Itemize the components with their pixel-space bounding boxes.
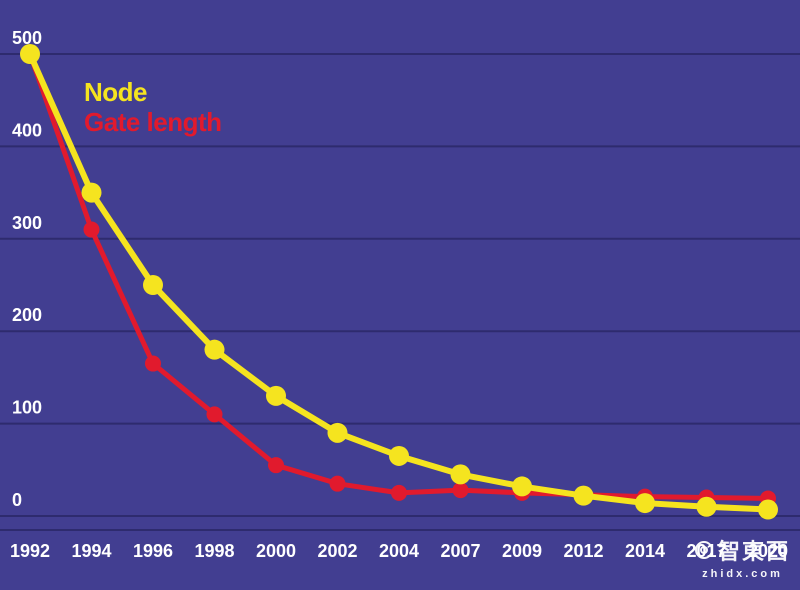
x-tick-label: 2000 — [256, 541, 296, 561]
x-tick-label: 1996 — [133, 541, 173, 561]
gate-length-point-2000 — [268, 457, 284, 474]
node-point-2012 — [573, 485, 594, 506]
legend: Node Gate length — [84, 77, 222, 138]
node-point-2000 — [266, 385, 286, 406]
node-point-2014 — [635, 493, 655, 514]
gate-length-point-1994 — [83, 221, 100, 238]
y-tick-label: 0 — [12, 490, 22, 510]
x-tick-label: 2012 — [563, 541, 603, 561]
watermark-row: 智東西 — [694, 534, 790, 566]
node-point-1992 — [20, 44, 40, 64]
x-tick-label: 2009 — [502, 541, 542, 561]
y-tick-label: 500 — [12, 28, 42, 48]
y-tick-label: 200 — [12, 305, 42, 325]
node-point-2007 — [450, 464, 471, 485]
y-tick-label: 100 — [12, 398, 42, 418]
x-tick-label: 2014 — [625, 541, 665, 561]
x-tick-label: 2007 — [440, 541, 480, 561]
node-point-2020 — [758, 499, 778, 520]
watermark-domain: zhidx.com — [702, 568, 783, 580]
gate-length-point-2004 — [391, 484, 407, 501]
gate-length-point-1996 — [145, 355, 161, 372]
x-tick-label: 1998 — [194, 541, 234, 561]
x-tick-label: 2004 — [379, 541, 419, 561]
zhidx-logo-icon — [694, 541, 713, 559]
x-tick-label: 1992 — [10, 541, 50, 561]
x-tick-label: 2002 — [317, 541, 357, 561]
gate-length-point-2002 — [329, 475, 346, 492]
legend-label-gate-length: Gate length — [84, 106, 222, 137]
y-tick-label: 300 — [12, 213, 42, 233]
node-point-1998 — [204, 339, 225, 360]
watermark: 智東西 zhidx.com — [694, 534, 790, 580]
gate-length-point-2007 — [452, 482, 469, 499]
legend-label-node: Node — [84, 77, 147, 107]
node-point-2009 — [512, 476, 532, 497]
y-tick-label: 400 — [12, 120, 42, 140]
x-tick-label: 2020 — [748, 541, 788, 561]
watermark-brand: 智東西 — [717, 539, 790, 564]
node-point-2017 — [696, 496, 717, 517]
node-point-1996 — [143, 275, 163, 295]
node-point-2004 — [389, 445, 409, 466]
node-point-2002 — [327, 422, 348, 443]
x-tick-label: 1994 — [71, 541, 111, 561]
gate-length-point-1998 — [206, 406, 223, 423]
node-point-1994 — [81, 182, 102, 203]
